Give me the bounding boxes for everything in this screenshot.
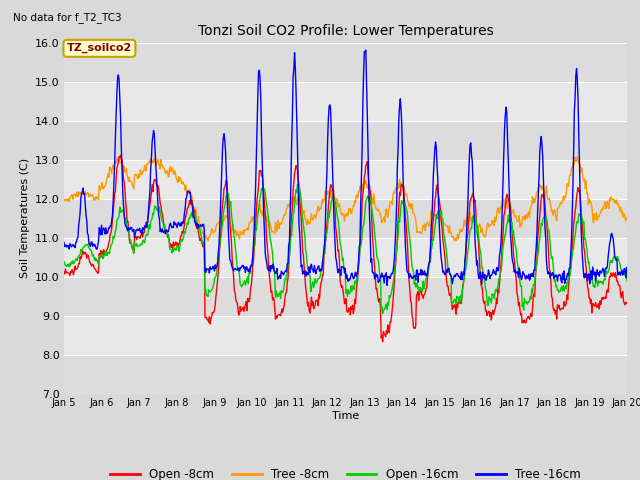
Bar [64,355,627,394]
Bar [64,160,627,199]
Bar [64,277,627,316]
Bar [64,43,627,82]
Y-axis label: Soil Temperatures (C): Soil Temperatures (C) [20,158,29,278]
Bar [64,199,627,238]
X-axis label: Time: Time [332,410,359,420]
Legend: Open -8cm, Tree -8cm, Open -16cm, Tree -16cm: Open -8cm, Tree -8cm, Open -16cm, Tree -… [106,463,586,480]
Title: Tonzi Soil CO2 Profile: Lower Temperatures: Tonzi Soil CO2 Profile: Lower Temperatur… [198,24,493,38]
Bar [64,121,627,160]
Text: TZ_soilco2: TZ_soilco2 [67,43,132,53]
Bar [64,316,627,355]
Bar [64,82,627,121]
Bar [64,238,627,277]
Text: No data for f_T2_TC3: No data for f_T2_TC3 [13,12,122,23]
